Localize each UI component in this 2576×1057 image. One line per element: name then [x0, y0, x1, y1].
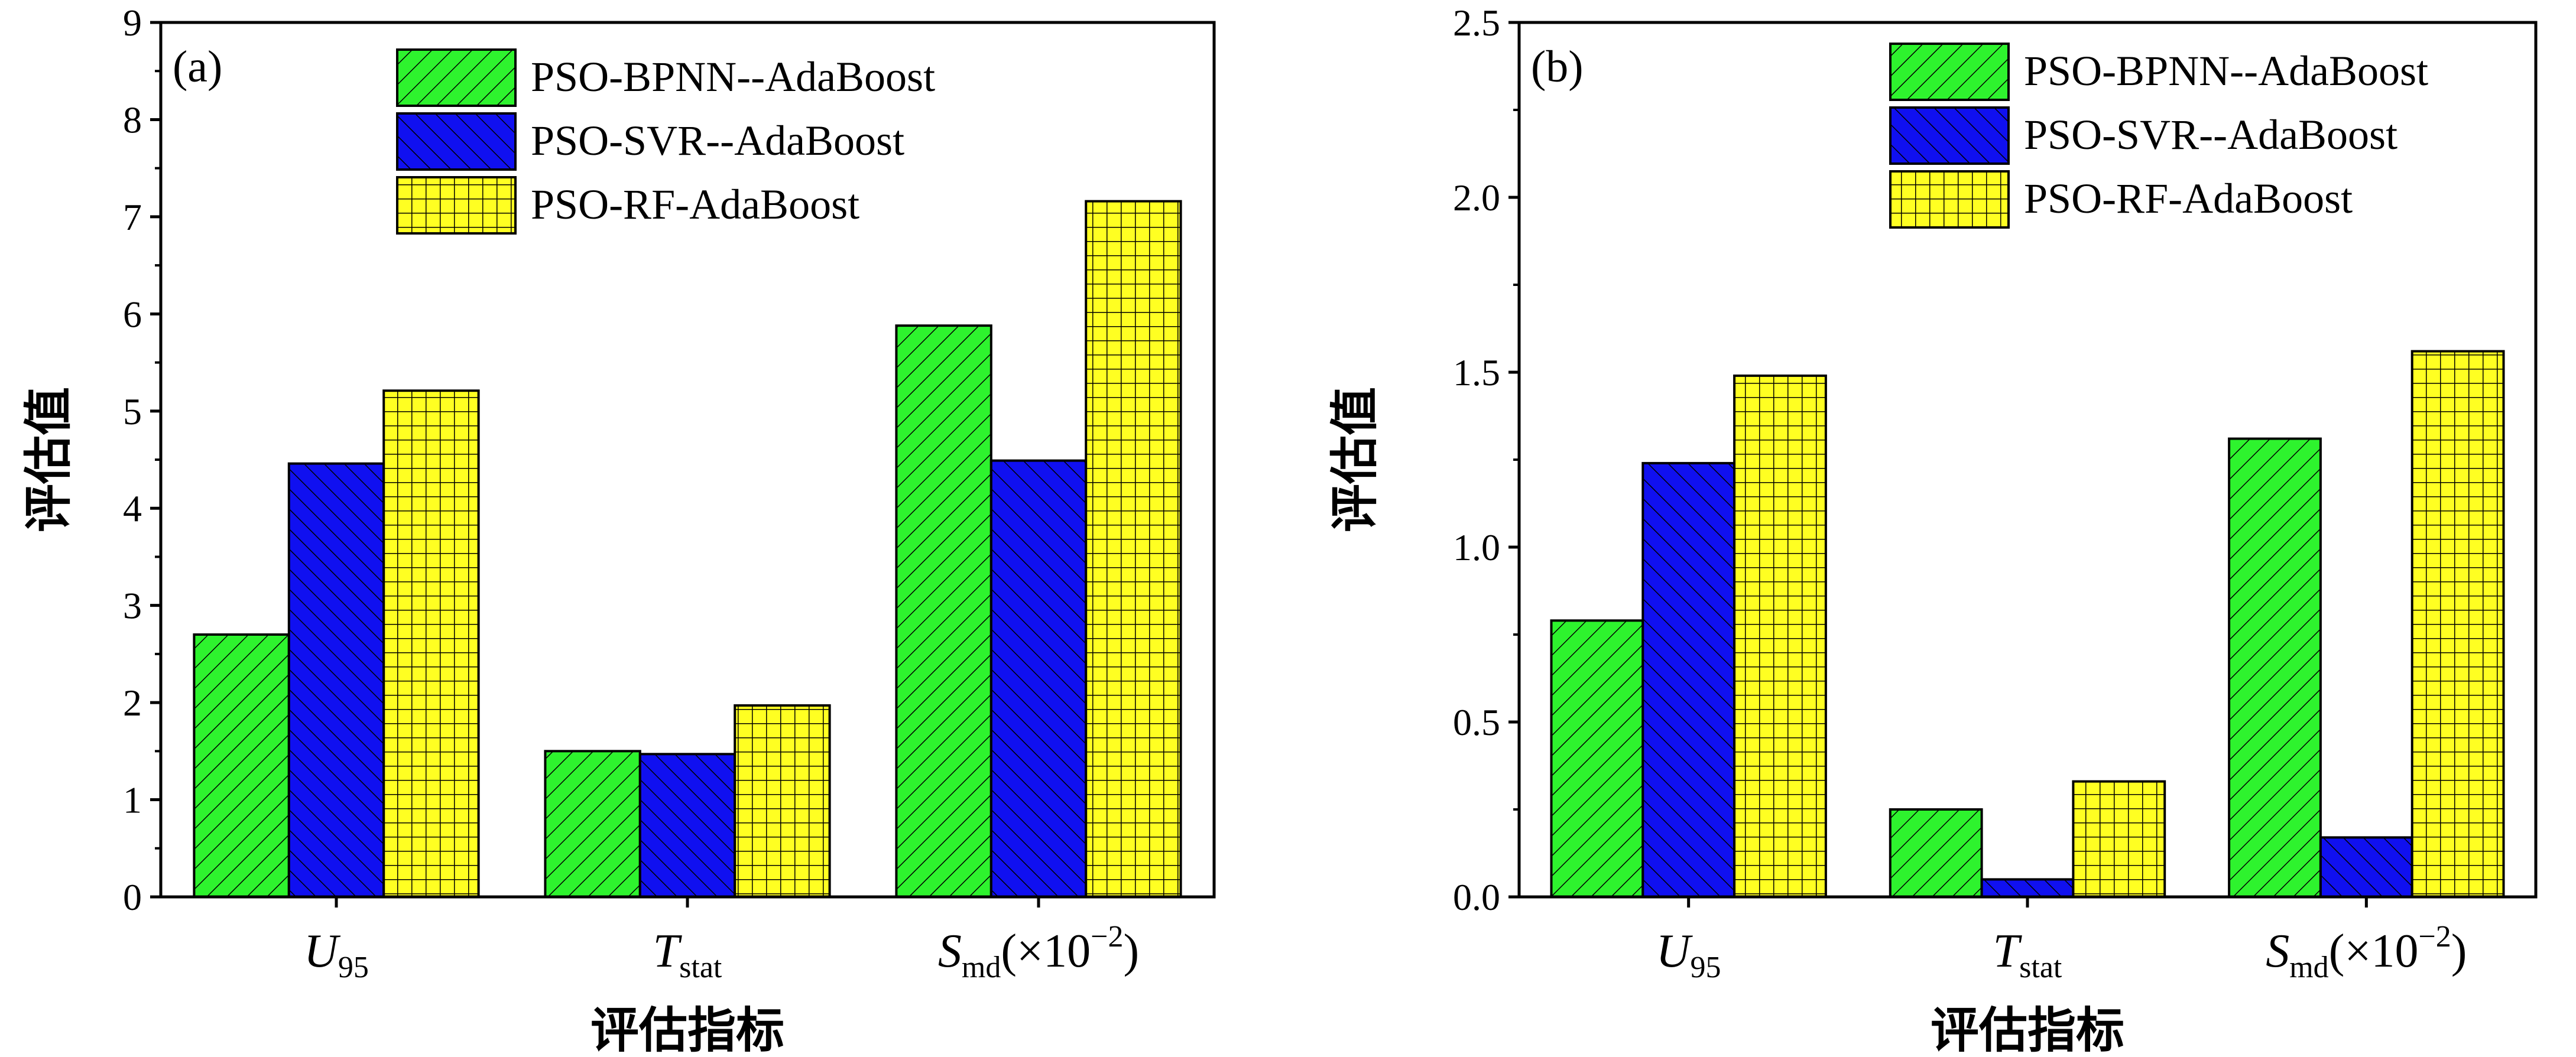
x-tick-label-sub: md	[2289, 951, 2328, 984]
bar-a-s2-c2	[1085, 200, 1182, 899]
legend-label: PSO-RF-AdaBoost	[531, 181, 859, 228]
legend-label: PSO-BPNN--AdaBoost	[531, 53, 935, 100]
bar-b-s1-c2	[2319, 836, 2413, 899]
y-tick-label: 5	[123, 391, 142, 432]
bar-a-s1-c1	[638, 753, 737, 899]
x-axis-title: 评估指标	[1931, 1003, 2124, 1057]
bar-b-s0-c2	[2228, 437, 2322, 898]
x-tick-label-sub: stat	[2019, 951, 2062, 984]
y-tick-label: 1.0	[1453, 526, 1500, 568]
x-tick-label: U95	[304, 925, 369, 984]
bar-b-s0-c1	[1889, 808, 1983, 898]
y-axis-title: 评估值	[21, 387, 77, 532]
x-tick-label: U95	[1656, 925, 1721, 984]
panel-label: (a)	[173, 42, 222, 92]
legend-label: PSO-SVR--AdaBoost	[2024, 111, 2397, 158]
y-axis-title: 评估值	[1327, 387, 1383, 532]
bar-b-s1-c0	[1641, 461, 1736, 898]
x-tick-label-main: U	[1656, 925, 1693, 977]
panel-label: (b)	[1531, 42, 1584, 92]
y-tick-label: 1	[123, 779, 142, 821]
x-tick-label-sub: 95	[338, 951, 369, 984]
x-axis-title: 评估指标	[591, 1003, 784, 1057]
bar-b-s1-c1	[1980, 878, 2075, 899]
x-tick-label-suffix: (×10	[2329, 925, 2419, 977]
bar-a-s0-c1	[544, 750, 641, 899]
y-tick-label: 0.5	[1453, 701, 1500, 743]
y-tick-label: 2	[123, 682, 142, 724]
bar-a-s0-c0	[193, 633, 290, 898]
legend-swatch	[396, 48, 517, 107]
legend-label: PSO-SVR--AdaBoost	[531, 117, 904, 164]
x-tick-label-main: T	[1993, 925, 2023, 977]
x-tick-label-main: S	[938, 925, 962, 977]
x-tick-label-sup: −2	[1091, 920, 1123, 954]
y-tick-label: 6	[123, 293, 142, 335]
y-tick-label: 9	[123, 2, 142, 44]
bar-b-s2-c1	[2072, 780, 2166, 898]
y-tick-label: 3	[123, 585, 142, 627]
x-tick-label: Tstat	[653, 925, 722, 984]
x-tick-label-main: S	[2266, 925, 2289, 977]
legend-label: PSO-BPNN--AdaBoost	[2024, 47, 2428, 95]
x-tick-label-sub: stat	[679, 951, 722, 984]
bar-b-s2-c0	[1733, 374, 1827, 898]
x-tick-label: Smd(×10−2)	[2266, 920, 2467, 984]
x-tick-label-sub: md	[962, 951, 1001, 984]
panel-b: 0.0 0.5 1.0 1.5 2.0 2.5 U95 Tstat Smd(×10−2) (b) P…	[1327, 2, 2538, 1057]
x-tick-label-suffix: (×10	[1001, 925, 1091, 977]
y-tick-label: 0	[123, 876, 142, 918]
y-tick-label: 2.5	[1453, 2, 1500, 44]
x-tick-label-main: U	[304, 925, 341, 977]
x-tick-label: Tstat	[1993, 925, 2062, 984]
legend-swatch	[1889, 43, 2010, 101]
y-tick-label: 4	[123, 487, 142, 529]
x-tick-label-close: )	[2451, 925, 2467, 977]
panel-a: 0 1 2 3 4 5 6 7 8 9 U95 Tstat Smd(×10−2) (a) PSO-BPNN-…	[21, 2, 1216, 1057]
y-tick-label: 7	[123, 196, 142, 238]
y-tick-label: 2.0	[1453, 177, 1500, 219]
x-tick-label-main: T	[653, 925, 683, 977]
x-tick-label-sub: 95	[1691, 951, 1721, 984]
y-tick-label: 0.0	[1453, 876, 1500, 918]
bar-a-s2-c1	[734, 704, 831, 898]
bar-a-s2-c0	[382, 389, 480, 898]
legend-swatch	[396, 112, 517, 171]
x-tick-label: Smd(×10−2)	[938, 920, 1139, 984]
bar-a-s1-c0	[287, 462, 385, 898]
y-tick-label: 1.5	[1453, 352, 1500, 393]
y-tick-label: 8	[123, 99, 142, 141]
legend-swatch	[1889, 106, 2010, 165]
bar-b-s0-c0	[1550, 619, 1644, 899]
x-tick-label-sup: −2	[2418, 920, 2451, 954]
bar-a-s1-c2	[989, 459, 1088, 898]
legend-label: PSO-RF-AdaBoost	[2024, 175, 2353, 222]
legend-swatch	[1889, 170, 2010, 229]
legend-swatch	[396, 176, 517, 235]
bar-b-s2-c2	[2410, 350, 2505, 898]
x-tick-label-close: )	[1123, 925, 1139, 977]
bar-a-s0-c2	[895, 324, 992, 898]
